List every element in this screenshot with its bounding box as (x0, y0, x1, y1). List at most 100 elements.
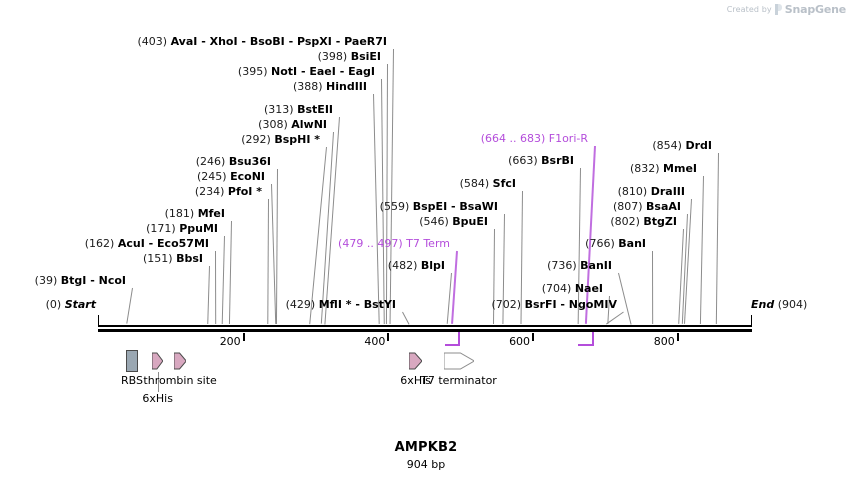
enzyme-label[interactable]: (245) EcoNI (197, 171, 265, 183)
enzyme-label[interactable]: (313) BstEII (264, 104, 333, 116)
start-label: Start (64, 298, 96, 311)
ruler-feature-bracket[interactable] (578, 344, 593, 346)
enzyme-label[interactable]: (810) DraIII (618, 186, 685, 198)
enzyme-label[interactable]: (308) AlwNI (258, 119, 327, 131)
enzyme-name[interactable]: BspHI * (274, 133, 320, 146)
enzyme-name[interactable]: BstYI (363, 298, 396, 311)
enzyme-label[interactable]: (246) Bsu36I (196, 156, 271, 168)
enzyme-name[interactable]: F1ori-R (548, 132, 588, 145)
enzyme-separator: - (556, 298, 569, 311)
enzyme-name[interactable]: NotI (271, 65, 298, 78)
feature-glyph[interactable] (151, 350, 164, 372)
enzyme-label[interactable]: (162) AcuI - Eco57MI (85, 238, 209, 250)
enzyme-leader-line (275, 168, 278, 324)
enzyme-label[interactable]: (39) BtgI - NcoI (35, 275, 126, 287)
enzyme-name[interactable]: BbsI (176, 252, 203, 265)
enzyme-name[interactable]: BanII (580, 259, 612, 272)
enzyme-name[interactable]: AvaI (170, 35, 198, 48)
enzyme-name[interactable]: DraIII (650, 185, 685, 198)
enzyme-label[interactable]: (559) BspEI - BsaWI (380, 201, 498, 213)
ruler-tick (387, 333, 390, 341)
enzyme-label[interactable]: (429) MflI * - BstYI (286, 299, 396, 311)
enzyme-name[interactable]: BsrFI (524, 298, 557, 311)
enzyme-label[interactable]: (663) BsrBI (508, 155, 574, 167)
enzyme-name[interactable]: AcuI (117, 237, 145, 250)
enzyme-name[interactable]: BtgI (60, 274, 87, 287)
enzyme-name[interactable]: MmeI (663, 162, 697, 175)
enzyme-label[interactable]: (736) BanII (547, 260, 612, 272)
enzyme-name[interactable]: DrdI (685, 139, 712, 152)
enzyme-label[interactable]: (802) BtgZI (610, 216, 677, 228)
enzyme-position: (584) (459, 177, 490, 190)
enzyme-name[interactable]: BsaAI (646, 200, 681, 213)
enzyme-name[interactable]: BpuEI (452, 215, 488, 228)
enzyme-name[interactable]: Bsu36I (228, 155, 271, 168)
enzyme-name[interactable]: HindIII (326, 80, 367, 93)
enzyme-label[interactable]: (171) PpuMI (146, 223, 218, 235)
snapgene-logo-icon (774, 4, 782, 15)
enzyme-name[interactable]: MfeI (197, 207, 225, 220)
enzyme-name[interactable]: Eco57MI (157, 237, 209, 250)
enzyme-label[interactable]: (398) BsiEI (318, 51, 381, 63)
enzyme-position: (664 .. 683) (480, 132, 546, 145)
enzyme-name[interactable]: PpuMI (179, 222, 218, 235)
enzyme-name[interactable]: BsiEI (350, 50, 381, 63)
enzyme-name[interactable]: BanI (618, 237, 646, 250)
enzyme-position: (245) (197, 170, 227, 183)
enzyme-label[interactable]: (832) MmeI (630, 163, 697, 175)
enzyme-name[interactable]: T7 Term (406, 237, 450, 250)
enzyme-label[interactable]: (292) BspHI * (241, 134, 320, 146)
feature-glyph[interactable] (408, 350, 423, 372)
enzyme-name[interactable]: MflI * (318, 298, 352, 311)
enzyme-label[interactable]: (234) PfoI * (195, 186, 262, 198)
enzyme-separator: - (86, 274, 99, 287)
enzyme-label[interactable]: (546) BpuEI (419, 216, 488, 228)
enzyme-position: (151) (143, 252, 173, 265)
enzyme-label[interactable]: (395) NotI - EaeI - EagI (238, 66, 375, 78)
enzyme-label[interactable]: (807) BsaAI (613, 201, 681, 213)
enzyme-label[interactable]: (479 .. 497) T7 Term (338, 238, 450, 250)
enzyme-label[interactable]: (584) SfcI (460, 178, 516, 190)
enzyme-name[interactable]: BstEII (297, 103, 333, 116)
feature-glyph[interactable] (173, 350, 187, 372)
enzyme-label[interactable]: (482) BlpI (388, 260, 445, 272)
enzyme-name[interactable]: BsrBI (541, 154, 574, 167)
enzyme-leader-line (451, 250, 458, 325)
enzyme-position: (559) (379, 200, 410, 213)
enzyme-label[interactable]: (766) BanI (585, 238, 646, 250)
feature-glyph[interactable] (443, 350, 476, 372)
enzyme-name[interactable]: BspEI (412, 200, 448, 213)
enzyme-name[interactable]: BsaWI (459, 200, 498, 213)
enzyme-name[interactable]: EaeI (309, 65, 336, 78)
enzyme-separator: - (331, 35, 345, 48)
enzyme-label[interactable]: (388) HindIII (293, 81, 367, 93)
enzyme-label[interactable]: (702) BsrFI - NgoMIV (492, 299, 618, 311)
enzyme-label[interactable]: (854) DrdI (652, 140, 712, 152)
enzyme-name[interactable]: BtgZI (643, 215, 677, 228)
enzyme-separator: - (237, 35, 250, 48)
enzyme-name[interactable]: NgoMIV (568, 298, 617, 311)
enzyme-separator: - (144, 237, 158, 250)
enzyme-label[interactable]: (151) BbsI (143, 253, 203, 265)
enzyme-name[interactable]: PfoI * (227, 185, 262, 198)
enzyme-name[interactable]: SfcI (492, 177, 516, 190)
enzyme-name[interactable]: EagI (348, 65, 375, 78)
enzyme-leader-line (207, 265, 210, 325)
enzyme-name[interactable]: NcoI (98, 274, 126, 287)
enzyme-name[interactable]: EcoNI (230, 170, 265, 183)
enzyme-name[interactable]: PspXI (297, 35, 332, 48)
enzyme-name[interactable]: AlwNI (291, 118, 327, 131)
ruler-feature-bracket[interactable] (444, 344, 458, 346)
enzyme-label[interactable]: (403) AvaI - XhoI - BsoBI - PspXI - PaeR… (137, 36, 387, 48)
enzyme-label[interactable]: (181) MfeI (165, 208, 225, 220)
enzyme-name[interactable]: PaeR7I (344, 35, 387, 48)
enzyme-name[interactable]: XhoI (209, 35, 238, 48)
feature-glyph[interactable] (126, 350, 138, 372)
enzyme-name[interactable]: BlpI (420, 259, 445, 272)
enzyme-name[interactable]: NaeI (574, 282, 603, 295)
enzyme-label[interactable]: (704) NaeI (542, 283, 603, 295)
enzyme-position: (766) (585, 237, 615, 250)
enzyme-name[interactable]: BsoBI (249, 35, 285, 48)
enzyme-label[interactable]: (664 .. 683) F1ori-R (481, 133, 588, 145)
